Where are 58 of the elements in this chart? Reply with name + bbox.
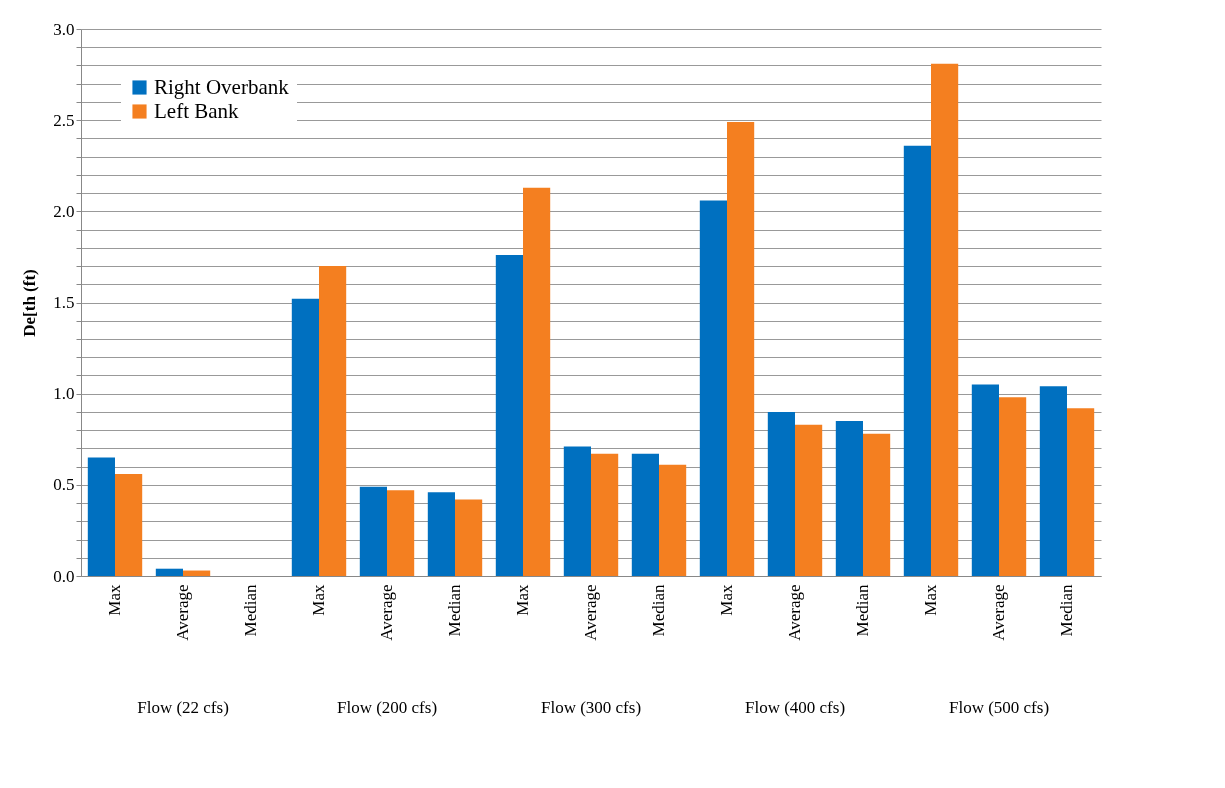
text: Flow (22 cfs) <box>137 698 229 717</box>
legend-label: Right Overbank <box>154 74 290 99</box>
bar <box>835 421 863 576</box>
bar <box>903 145 931 576</box>
x-tick-label: Median <box>853 584 872 637</box>
x-tick-label: Max <box>717 584 736 616</box>
y-tick-label: 3.0 <box>53 19 75 39</box>
x-tick-label: Average <box>989 584 1008 641</box>
bar <box>795 424 823 576</box>
x-tick-label: Max <box>105 584 124 616</box>
bar <box>319 266 347 576</box>
bar <box>455 499 483 576</box>
bar <box>291 298 319 576</box>
y-tick-label: 2.0 <box>53 201 75 221</box>
bar <box>999 397 1027 576</box>
bar <box>659 464 687 576</box>
x-tick-label: Max <box>513 584 532 616</box>
y-tick-label: 0.5 <box>53 475 75 495</box>
bar <box>155 568 183 576</box>
text: Flow (200 cfs) <box>336 698 438 717</box>
y-tick-label: 0.0 <box>53 566 75 586</box>
text: Flow (500 cfs) <box>948 698 1050 717</box>
bar <box>699 200 727 576</box>
bar <box>115 473 143 576</box>
bar <box>863 433 891 576</box>
bar <box>1067 408 1095 576</box>
bar <box>183 570 211 576</box>
bar <box>727 121 755 576</box>
x-tick-label: Average <box>785 584 804 641</box>
bar <box>387 490 415 576</box>
x-tick-label: Median <box>241 584 260 637</box>
bar <box>427 492 455 576</box>
y-tick-label: 1.5 <box>53 293 75 312</box>
text: Flow (400 cfs) <box>744 698 846 717</box>
x-tick-label: Average <box>581 584 600 641</box>
x-tick-label: Median <box>445 584 464 637</box>
x-tick-label: Average <box>173 584 192 641</box>
bar <box>591 453 619 576</box>
text: Flow (300 cfs) <box>540 698 642 717</box>
x-tick-label: Average <box>377 584 396 641</box>
bar <box>87 457 115 576</box>
legend-label: Left Bank <box>154 98 240 123</box>
y-tick-label: 1.0 <box>53 384 75 404</box>
y-axis-title: De[th (ft) <box>20 269 40 337</box>
bar <box>495 255 523 576</box>
bar <box>359 486 387 576</box>
x-tick-label: Median <box>1057 584 1076 637</box>
bar <box>1039 386 1067 576</box>
bar <box>931 63 959 576</box>
bar <box>523 187 551 576</box>
x-tick-label: Median <box>649 584 668 637</box>
x-tick-label: Max <box>921 584 940 616</box>
bar <box>563 446 591 576</box>
bar <box>767 411 795 576</box>
bar <box>971 384 999 576</box>
x-tick-label: Max <box>309 584 328 616</box>
bar <box>631 453 659 576</box>
y-tick-label: 2.5 <box>53 110 75 130</box>
